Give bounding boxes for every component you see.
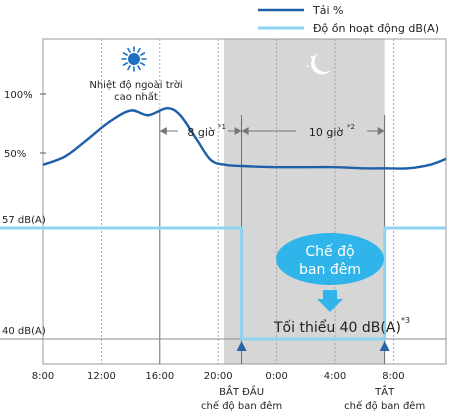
night-band	[224, 39, 385, 364]
span1-arrowhead-right	[234, 127, 242, 135]
sun-icon	[140, 52, 146, 56]
noise-tick-label: 57 dB(A)	[2, 215, 46, 226]
start-label-line2: chế độ ban đêm	[201, 400, 282, 412]
sun-icon	[128, 53, 140, 65]
hottest-label-line2: cao nhất	[114, 91, 158, 103]
night-mode-label-line2: ban đêm	[299, 262, 361, 278]
moon-icon	[311, 53, 331, 75]
end-label-line1: TẮT	[374, 384, 395, 398]
legend-label-noise: Độ ồn hoạt động dB(A)	[313, 22, 439, 35]
x-tick-label: 12:00	[87, 371, 116, 382]
sun-icon	[137, 47, 141, 53]
sun-icon	[140, 62, 146, 66]
start-marker-icon	[236, 341, 247, 351]
y-tick-label: 50%	[4, 149, 26, 160]
sun-icon	[127, 65, 131, 71]
x-tick-label: 8:00	[32, 371, 54, 382]
sun-icon	[127, 47, 131, 53]
noise-tick-label: 40 dB(A)	[2, 326, 46, 337]
x-tick-label: 4:00	[324, 371, 346, 382]
x-tick-label: 8:00	[382, 371, 404, 382]
span2-note: *2	[347, 123, 355, 131]
sun-icon	[137, 65, 141, 71]
span1-label: 8 giờ	[187, 126, 215, 139]
span2-label: 10 giờ	[309, 126, 344, 139]
x-tick-label: 16:00	[145, 371, 174, 382]
noise-series-line	[0, 226, 446, 341]
x-tick-label: 20:00	[204, 371, 233, 382]
down-arrow-icon	[317, 290, 343, 312]
span2-arrowhead-left	[241, 127, 249, 135]
x-tick-label: 0:00	[265, 371, 287, 382]
legend-label-load: Tải %	[312, 4, 343, 17]
sun-icon	[122, 52, 128, 56]
sun-icon	[122, 62, 128, 66]
end-marker-icon	[379, 341, 390, 351]
end-label-line2: chế độ ban đêm	[344, 400, 425, 412]
span2-arrowhead-right	[377, 127, 385, 135]
plot-frame	[42, 38, 447, 365]
night-mode-label-line1: Chế độ	[305, 243, 354, 260]
load-series-line	[42, 106, 447, 170]
moon-icon	[310, 55, 314, 59]
moon-icon	[307, 65, 309, 67]
min-noise-label: Tối thiểu 40 dB(A)	[273, 319, 401, 336]
min-noise-note: *3	[401, 316, 410, 325]
span1-arrowhead-left	[159, 127, 167, 135]
start-label-line1: BẮT ĐẦU	[219, 384, 264, 398]
span1-note: *1	[218, 123, 226, 131]
night-mode-bubble	[276, 233, 384, 285]
y-tick-label: 100%	[4, 90, 33, 101]
hottest-label-line1: Nhiệt độ ngoài trời	[89, 79, 182, 91]
